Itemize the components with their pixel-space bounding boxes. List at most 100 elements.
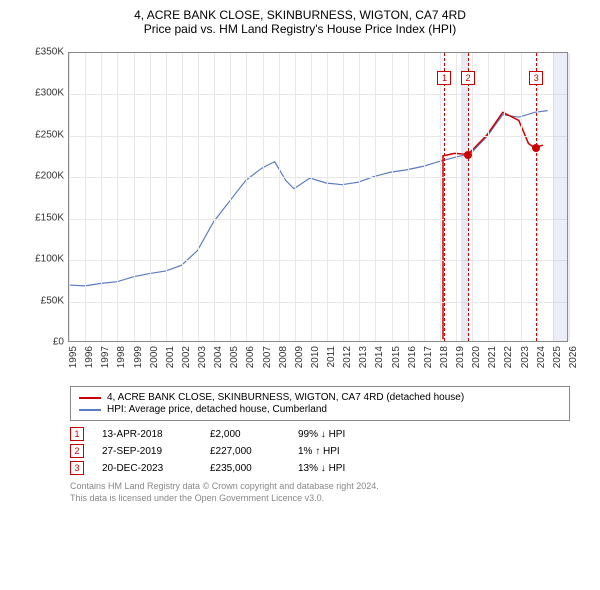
x-gridline (488, 53, 489, 341)
y-gridline (69, 260, 567, 261)
events-table: 113-APR-2018£2,00099% ↓ HPI227-SEP-2019£… (70, 427, 570, 475)
x-gridline (472, 53, 473, 341)
legend-label: 4, ACRE BANK CLOSE, SKINBURNESS, WIGTON,… (107, 392, 464, 403)
chart-lines (69, 53, 567, 341)
x-gridline (166, 53, 167, 341)
y-gridline (69, 136, 567, 137)
x-gridline (311, 53, 312, 341)
x-tick-label: 2022 (503, 346, 514, 368)
event-date: 13-APR-2018 (102, 429, 192, 440)
chart-title: 4, ACRE BANK CLOSE, SKINBURNESS, WIGTON,… (12, 8, 588, 22)
legend: 4, ACRE BANK CLOSE, SKINBURNESS, WIGTON,… (70, 386, 570, 421)
marker-line (444, 53, 445, 341)
event-row: 3 20-DEC-2023 £235,000 13% ↓ HPI (70, 461, 570, 475)
data-point-dot (464, 151, 472, 159)
data-point-dot (532, 144, 540, 152)
x-tick-label: 2023 (520, 346, 531, 368)
event-price: £227,000 (210, 446, 280, 457)
x-tick-label: 2000 (149, 346, 160, 368)
x-tick-label: 2010 (310, 346, 321, 368)
x-gridline (343, 53, 344, 341)
x-gridline (214, 53, 215, 341)
y-tick-label: £300K (35, 88, 64, 99)
x-tick-label: 2001 (165, 346, 176, 368)
x-tick-label: 2016 (407, 346, 418, 368)
x-tick-label: 2004 (213, 346, 224, 368)
x-tick-label: 1999 (133, 346, 144, 368)
legend-row: 4, ACRE BANK CLOSE, SKINBURNESS, WIGTON,… (79, 392, 561, 403)
series-line (443, 112, 543, 339)
x-tick-label: 2008 (278, 346, 289, 368)
x-gridline (101, 53, 102, 341)
event-delta: 99% ↓ HPI (298, 429, 398, 440)
event-date: 20-DEC-2023 (102, 463, 192, 474)
y-tick-label: £0 (53, 337, 64, 348)
x-tick-label: 2015 (391, 346, 402, 368)
footer-line2: This data is licensed under the Open Gov… (70, 493, 570, 505)
chart-container: 4, ACRE BANK CLOSE, SKINBURNESS, WIGTON,… (0, 0, 600, 590)
x-tick-label: 1997 (100, 346, 111, 368)
x-tick-label: 2003 (197, 346, 208, 368)
x-tick-label: 2017 (423, 346, 434, 368)
event-marker: 2 (70, 444, 84, 458)
chart-subtitle: Price paid vs. HM Land Registry's House … (12, 22, 588, 36)
y-tick-label: £150K (35, 212, 64, 223)
x-gridline (69, 53, 70, 341)
y-gridline (69, 219, 567, 220)
x-tick-label: 2026 (568, 346, 579, 368)
x-gridline (198, 53, 199, 341)
x-tick-label: 2014 (374, 346, 385, 368)
chart-marker: 1 (437, 71, 451, 85)
shaded-band (553, 53, 569, 341)
x-gridline (327, 53, 328, 341)
x-gridline (279, 53, 280, 341)
event-row: 113-APR-2018£2,00099% ↓ HPI (70, 427, 570, 441)
x-gridline (392, 53, 393, 341)
marker-line (536, 53, 537, 341)
x-tick-label: 2013 (358, 346, 369, 368)
event-row: 227-SEP-2019£227,0001% ↑ HPI (70, 444, 570, 458)
x-tick-label: 2009 (294, 346, 305, 368)
x-tick-label: 2007 (262, 346, 273, 368)
event-price: £235,000 (210, 463, 280, 474)
x-gridline (375, 53, 376, 341)
x-gridline (408, 53, 409, 341)
y-tick-label: £350K (35, 47, 64, 58)
x-gridline (521, 53, 522, 341)
plot-area: 123 (68, 52, 568, 342)
x-tick-label: 2005 (229, 346, 240, 368)
chart-area: £0£50K£100K£150K£200K£250K£300K£350K 123… (20, 42, 580, 382)
x-gridline (230, 53, 231, 341)
event-marker: 3 (70, 461, 84, 475)
footer-line1: Contains HM Land Registry data © Crown c… (70, 481, 570, 493)
x-tick-label: 2011 (326, 346, 337, 368)
title-block: 4, ACRE BANK CLOSE, SKINBURNESS, WIGTON,… (12, 8, 588, 36)
x-gridline (150, 53, 151, 341)
y-tick-label: £200K (35, 171, 64, 182)
x-tick-label: 1996 (84, 346, 95, 368)
legend-label: HPI: Average price, detached house, Cumb… (107, 404, 327, 415)
x-gridline (295, 53, 296, 341)
x-axis: 1995199619971998199920002001200220032004… (68, 342, 568, 382)
x-tick-label: 2002 (181, 346, 192, 368)
legend-swatch (79, 409, 101, 411)
x-gridline (359, 53, 360, 341)
chart-marker: 3 (529, 71, 543, 85)
x-tick-label: 2019 (455, 346, 466, 368)
x-tick-label: 2025 (552, 346, 563, 368)
y-tick-label: £50K (41, 295, 64, 306)
y-gridline (69, 177, 567, 178)
footer: Contains HM Land Registry data © Crown c… (70, 481, 570, 504)
y-gridline (69, 94, 567, 95)
x-gridline (117, 53, 118, 341)
x-gridline (134, 53, 135, 341)
x-gridline (569, 53, 570, 341)
event-date: 27-SEP-2019 (102, 446, 192, 457)
x-gridline (263, 53, 264, 341)
x-gridline (424, 53, 425, 341)
x-tick-label: 2021 (487, 346, 498, 368)
event-marker: 1 (70, 427, 84, 441)
x-tick-label: 2024 (536, 346, 547, 368)
marker-line (468, 53, 469, 341)
event-delta: 13% ↓ HPI (298, 463, 398, 474)
